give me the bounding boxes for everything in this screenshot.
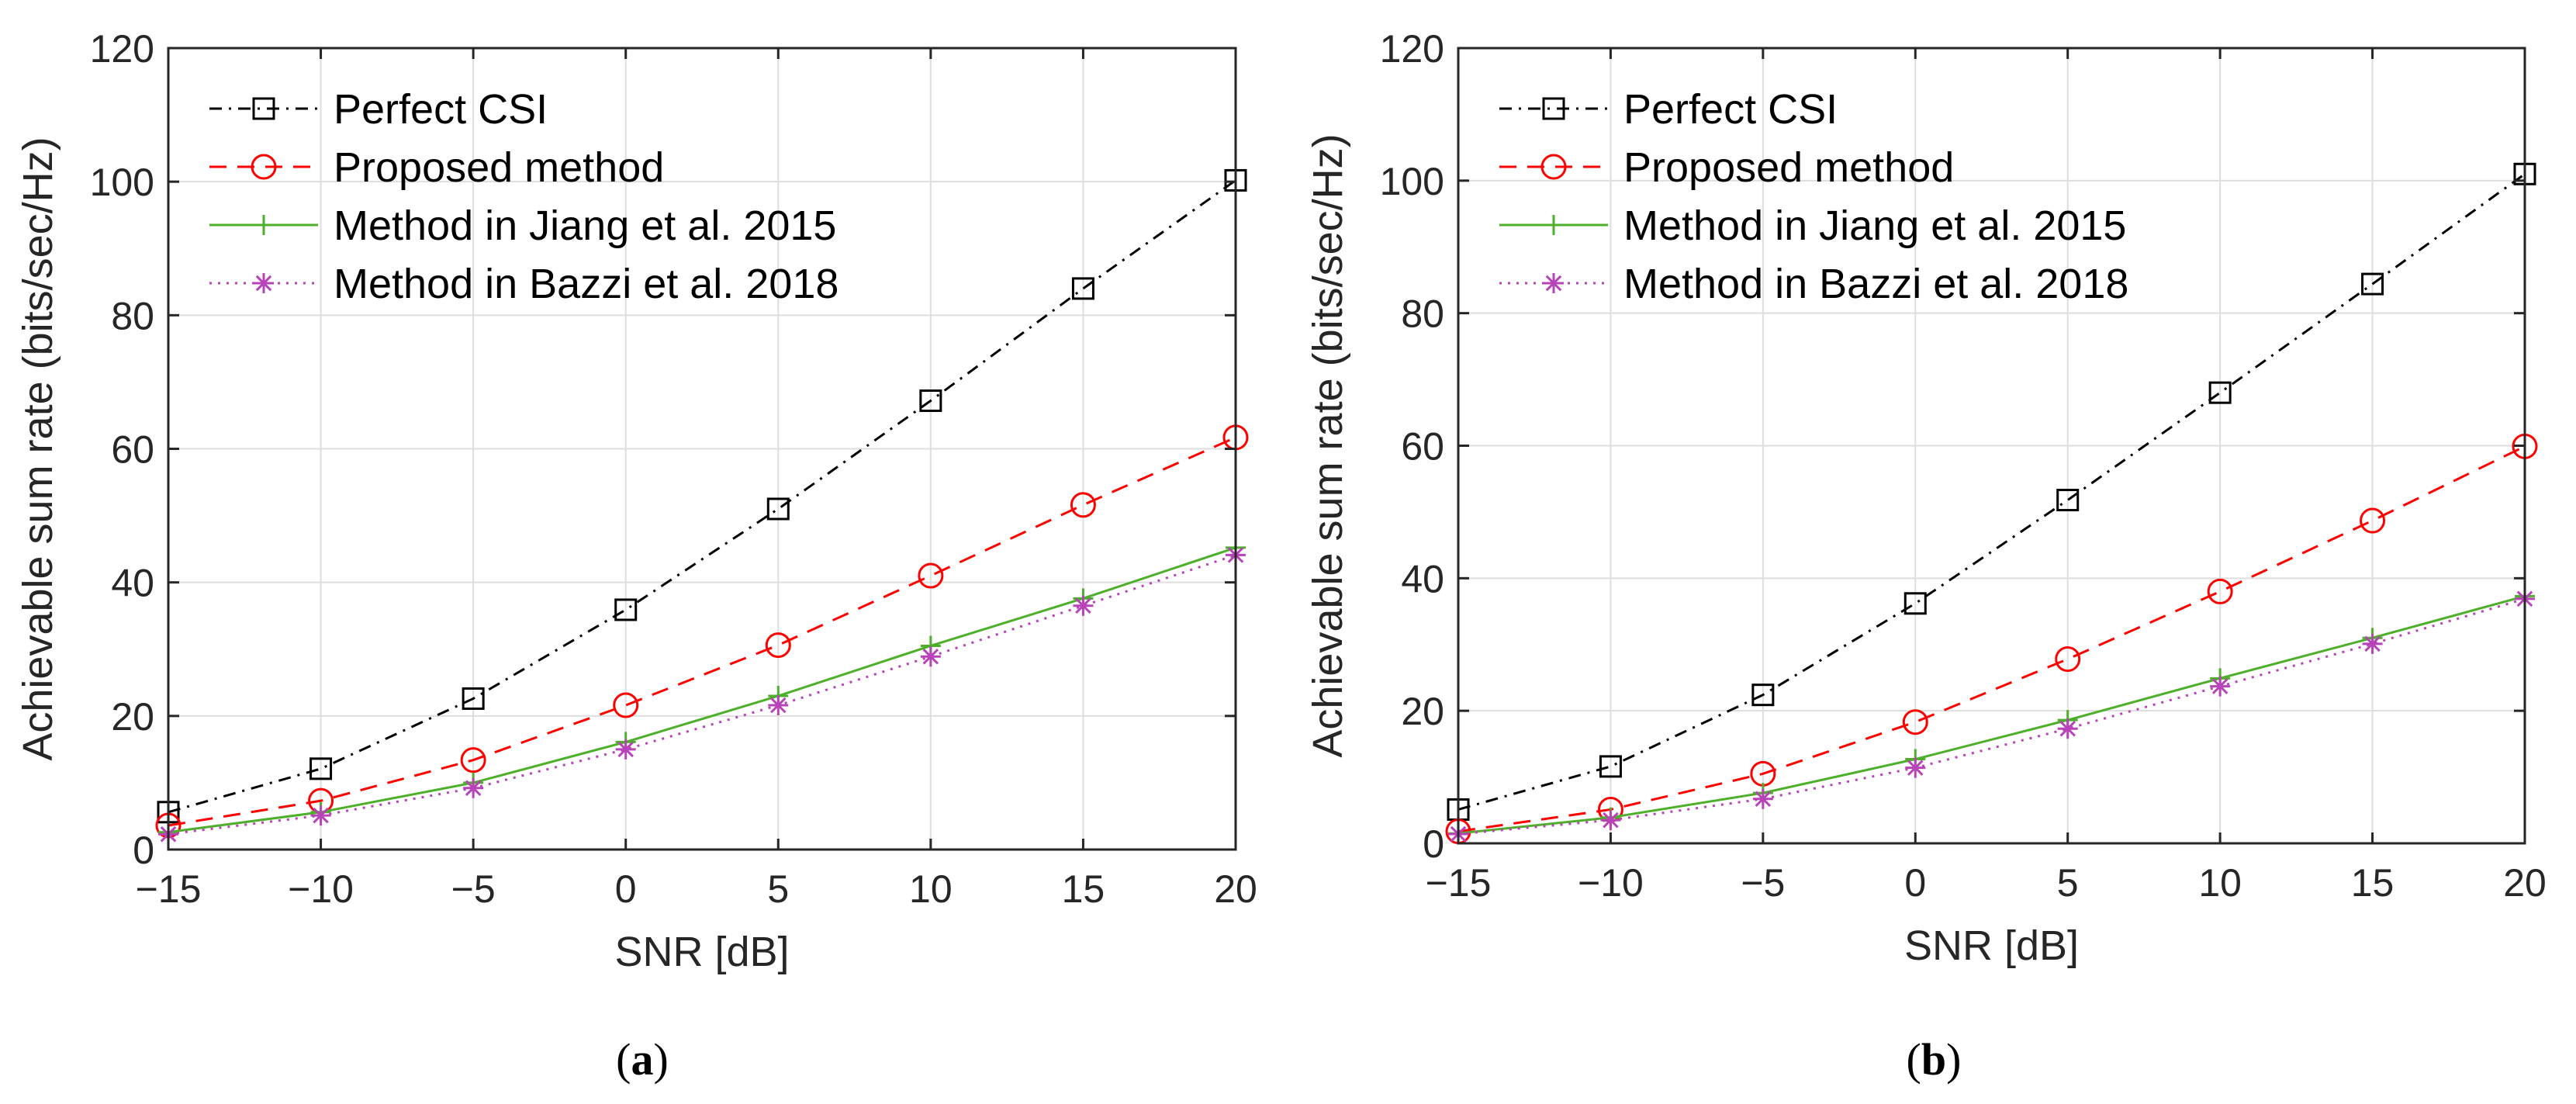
data-point [766, 497, 790, 521]
y-tick-label: 80 [1401, 292, 1444, 336]
chart-panel-a: −15 −10 −5 0 5 10 15 20 0 20 40 60 80 100 120 SNR [dB] A… [15, 27, 1257, 1085]
x-tick-label: 15 [1062, 867, 1105, 911]
data-point [2055, 646, 2081, 673]
x-tick-label: 20 [2503, 861, 2547, 905]
data-point [1071, 277, 1094, 300]
y-tick-label: 20 [111, 695, 154, 739]
data-point [462, 687, 485, 710]
x-tick-label: 5 [767, 867, 789, 911]
x-axis-title: SNR [dB] [614, 929, 789, 975]
y-tick-label: 0 [1423, 822, 1444, 866]
data-point [1752, 788, 1773, 809]
panel-label: (b) [1907, 1034, 1962, 1085]
legend-marker [1544, 215, 1564, 235]
data-point [613, 692, 639, 718]
data-point [309, 757, 333, 780]
legend-label: Method in Jiang et al. 2015 [334, 202, 836, 249]
data-point [920, 646, 941, 667]
legend-label: Perfect CSI [334, 86, 548, 133]
legend-marker [1542, 97, 1565, 120]
legend-marker [251, 154, 277, 180]
y-tick-label: 40 [111, 562, 154, 605]
legend-label: Method in Bazzi et al. 2018 [1623, 261, 2128, 307]
x-tick-label: −5 [451, 867, 496, 911]
data-point [1073, 595, 1094, 616]
series-line [1457, 445, 2526, 833]
data-point [2057, 718, 2078, 739]
y-tick-label: 100 [90, 161, 154, 204]
x-tick-label: −10 [288, 867, 354, 911]
legend: Perfect CSI Proposed method Method in Jian… [209, 86, 838, 307]
legend-marker [254, 215, 274, 235]
series-line [168, 546, 1236, 834]
x-tick-label: 10 [2198, 861, 2242, 905]
data-point [2208, 381, 2232, 404]
y-tick-label: 120 [90, 27, 154, 71]
panel-label-letter: b [1921, 1034, 1946, 1085]
data-point [1751, 684, 1775, 707]
legend: Perfect CSI Proposed method Method in Jian… [1499, 86, 2128, 307]
legend-marker [252, 97, 275, 120]
data-point [1600, 810, 1621, 831]
y-axis-title: Achievable sum rate (bits/sec/Hz) [15, 137, 61, 760]
legend-label: Proposed method [1623, 144, 1954, 191]
legend-label: Method in Jiang et al. 2015 [1623, 202, 2126, 249]
data-point [460, 747, 486, 773]
data-point [615, 739, 636, 760]
data-point [1905, 757, 1926, 778]
y-tick-label: 80 [111, 294, 154, 337]
series-line [1457, 594, 2526, 835]
data-point [765, 632, 791, 659]
data-point [2207, 578, 2233, 604]
x-tick-label: 0 [615, 867, 637, 911]
x-tick-label: 5 [2057, 861, 2079, 905]
data-point [463, 777, 484, 798]
y-tick-label: 20 [1401, 690, 1444, 733]
data-point [614, 598, 638, 621]
data-point [2362, 633, 2383, 654]
series-line [168, 553, 1236, 836]
y-tick-label: 100 [1380, 160, 1444, 203]
chart-panel-b: −15 −10 −5 0 5 10 15 20 0 20 40 60 80 100 120 SNR [dB] A… [1305, 27, 2547, 1085]
legend-label: Perfect CSI [1623, 86, 1838, 133]
legend-marker [1544, 273, 1564, 293]
y-tick-label: 60 [111, 428, 154, 472]
data-point [2360, 507, 2386, 534]
y-tick-label: 40 [1401, 557, 1444, 600]
panel-label-letter: a [631, 1034, 654, 1085]
data-point [1903, 592, 1927, 615]
x-tick-label: 0 [1904, 861, 1926, 905]
data-point [310, 805, 331, 826]
x-tick-label: 15 [2351, 861, 2394, 905]
y-tick-label: 0 [133, 829, 154, 872]
legend-label: Method in Bazzi et al. 2018 [334, 261, 838, 307]
data-point [2056, 489, 2080, 512]
data-point [1070, 492, 1096, 518]
series-line [168, 436, 1236, 827]
legend-marker [254, 273, 274, 293]
data-point [2210, 676, 2231, 697]
y-tick-label: 120 [1380, 27, 1444, 71]
legend-marker [1540, 154, 1567, 180]
x-tick-label: −15 [136, 867, 202, 911]
x-tick-label: 10 [909, 867, 953, 911]
y-axis-title: Achievable sum rate (bits/sec/Hz) [1305, 133, 1351, 757]
data-point [2361, 272, 2384, 296]
data-point [918, 562, 944, 589]
data-point [919, 389, 942, 413]
data-point [768, 695, 789, 716]
x-tick-label: −15 [1426, 861, 1492, 905]
x-axis-title: SNR [dB] [1904, 922, 2079, 969]
series-4 [158, 545, 1246, 845]
series-line [168, 179, 1236, 814]
data-point [1902, 709, 1928, 735]
x-tick-label: 20 [1214, 867, 1257, 911]
x-tick-label: −10 [1578, 861, 1644, 905]
x-tick-label: −5 [1741, 861, 1785, 905]
legend-label: Proposed method [334, 144, 664, 191]
panel-label: (a) [616, 1034, 669, 1085]
data-point [1599, 755, 1622, 778]
y-tick-label: 60 [1401, 425, 1444, 469]
